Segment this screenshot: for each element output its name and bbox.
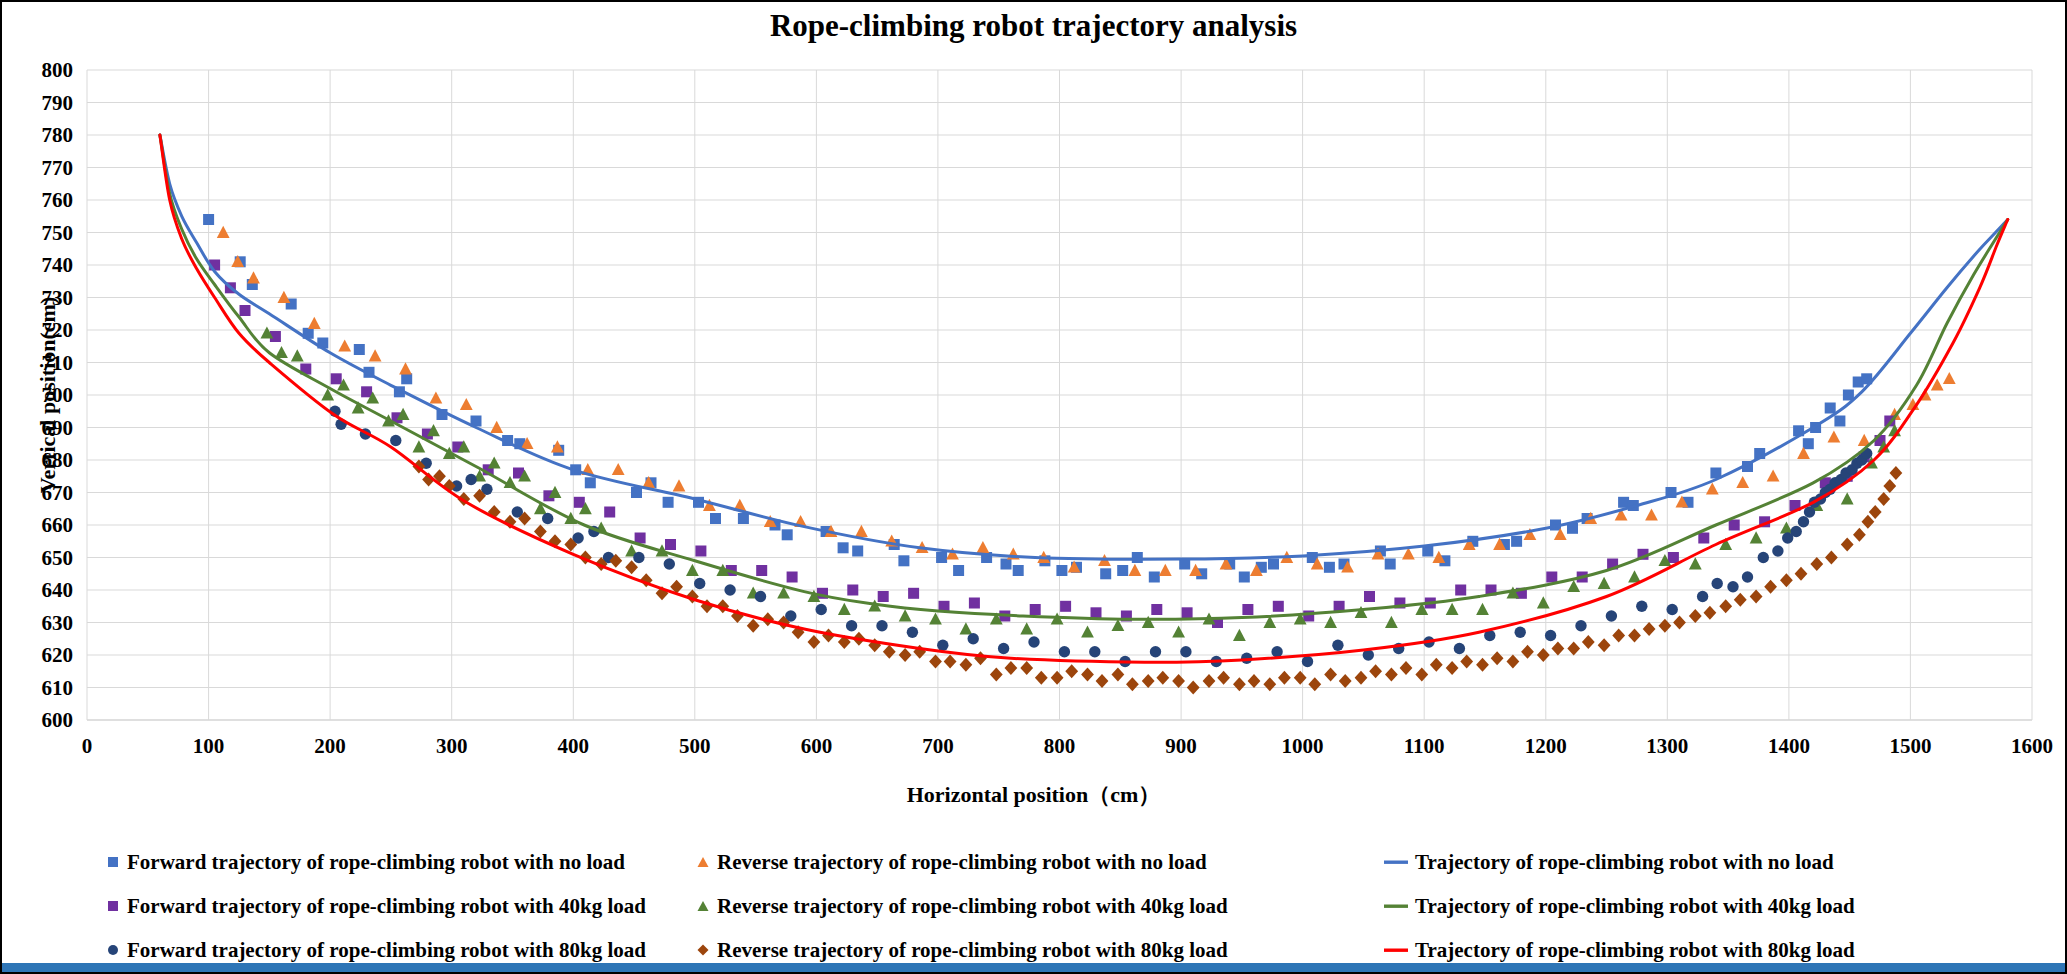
legend-item-forward-80kg: Forward trajectory of rope-climbing robo… [106,938,696,963]
y-axis-title: Vertical position(cm) [35,297,61,494]
x-tick-label: 400 [558,734,590,758]
x-tick-label: 0 [82,734,93,758]
y-tick-label: 640 [42,578,74,602]
y-tick-label: 800 [42,58,74,82]
square-marker-icon [106,899,120,913]
triangle-marker-icon [696,855,710,869]
legend-item-forward-40kg: Forward trajectory of rope-climbing robo… [106,894,696,919]
x-tick-label: 200 [314,734,346,758]
series-reverse-no-load [217,226,1956,576]
line-marker-icon [1384,899,1408,913]
x-axis-title: Horizontal position（cm） [2,780,2065,810]
x-tick-label: 1100 [1404,734,1445,758]
legend-item-reverse-no-load: Reverse trajectory of rope-climbing robo… [696,850,1384,875]
legend-item-forward-no-load: Forward trajectory of rope-climbing robo… [106,850,696,875]
legend: Forward trajectory of rope-climbing robo… [106,840,2006,972]
legend-label: Reverse trajectory of rope-climbing robo… [717,938,1228,963]
legend-label: Forward trajectory of rope-climbing robo… [127,894,646,919]
series-forward-no-load [203,214,1872,583]
y-tick-label: 630 [42,611,74,635]
y-tick-label: 610 [42,676,74,700]
y-tick-label: 760 [42,188,74,212]
y-tick-label: 770 [42,156,74,180]
legend-label: Forward trajectory of rope-climbing robo… [127,850,625,875]
y-tick-label: 740 [42,253,74,277]
line-marker-icon [1384,855,1408,869]
y-tick-label: 750 [42,221,74,245]
bottom-blue-strip [2,963,2065,972]
triangle-marker-icon [696,899,710,913]
x-tick-label: 300 [436,734,468,758]
y-tick-label: 650 [42,546,74,570]
square-marker-icon [106,855,120,869]
legend-label: Trajectory of rope-climbing robot with 8… [1415,938,1855,963]
y-tick-label: 790 [42,91,74,115]
legend-item-line-80kg: Trajectory of rope-climbing robot with 8… [1384,938,2006,963]
legend-label: Trajectory of rope-climbing robot with 4… [1415,894,1855,919]
y-tick-label: 660 [42,513,74,537]
line-marker-icon [1384,943,1408,957]
legend-label: Reverse trajectory of rope-climbing robo… [717,850,1207,875]
legend-label: Reverse trajectory of rope-climbing robo… [717,894,1228,919]
legend-item-line-no-load: Trajectory of rope-climbing robot with n… [1384,850,2006,875]
x-tick-label: 800 [1044,734,1076,758]
series-line-40kg [160,135,2008,619]
x-tick-label: 1600 [2011,734,2053,758]
chart-window: Rope-climbing robot trajectory analysis … [0,0,2067,974]
x-tick-label: 900 [1165,734,1197,758]
legend-item-reverse-40kg: Reverse trajectory of rope-climbing robo… [696,894,1384,919]
x-tick-label: 1500 [1889,734,1931,758]
legend-label: Forward trajectory of rope-climbing robo… [127,938,646,963]
x-tick-label: 1200 [1525,734,1567,758]
series-line-no-load [160,135,2008,559]
x-tick-label: 1000 [1282,734,1324,758]
x-tick-label: 700 [922,734,954,758]
legend-label: Trajectory of rope-climbing robot with n… [1415,850,1834,875]
plot-svg: 6006106206306406506606706806907007107207… [2,2,2067,974]
y-tick-label: 600 [42,708,74,732]
legend-item-line-40kg: Trajectory of rope-climbing robot with 4… [1384,894,2006,919]
x-tick-label: 100 [193,734,225,758]
x-tick-label: 1300 [1646,734,1688,758]
y-tick-label: 620 [42,643,74,667]
x-tick-label: 600 [801,734,833,758]
x-tick-label: 1400 [1768,734,1810,758]
legend-item-reverse-80kg: Reverse trajectory of rope-climbing robo… [696,938,1384,963]
diamond-marker-icon [696,943,710,957]
y-tick-label: 780 [42,123,74,147]
circle-marker-icon [106,943,120,957]
x-tick-label: 500 [679,734,711,758]
